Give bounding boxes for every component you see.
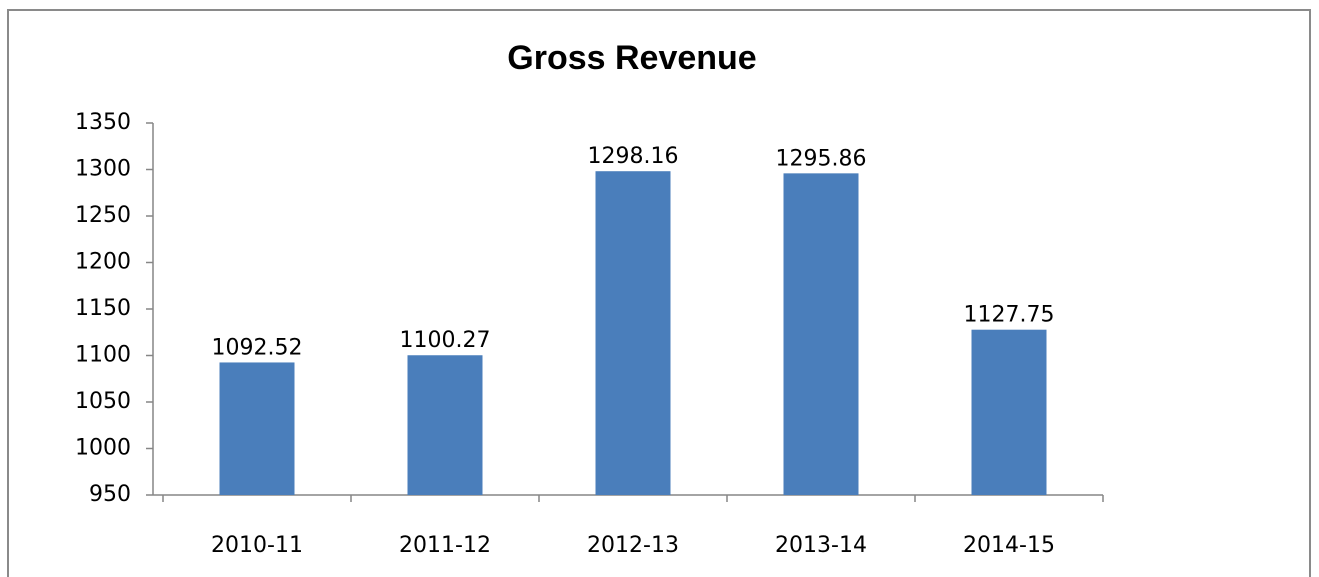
data-label: 1295.86 [776,146,867,171]
y-tick-label: 1250 [75,203,131,228]
y-tick-label: 1050 [75,389,131,414]
y-tick-label: 950 [89,482,131,507]
data-label: 1092.52 [212,335,303,360]
bar [219,362,295,495]
data-label: 1127.75 [964,303,1055,328]
bar [595,171,671,496]
y-tick-label: 1100 [75,343,131,368]
y-tick-label: 1300 [75,157,131,182]
y-tick-label: 1350 [75,110,131,135]
x-tick-label: 2012-13 [587,533,679,558]
bar [971,329,1047,495]
x-tick-label: 2013-14 [775,533,867,558]
y-tick-label: 1000 [75,436,131,461]
data-label: 1100.27 [400,328,491,353]
chart-title: Gross Revenue [507,39,756,77]
x-tick-label: 2014-15 [963,533,1055,558]
data-label: 1298.16 [588,144,679,169]
x-tick-label: 2011-12 [399,533,491,558]
bar [407,355,483,495]
y-tick-label: 1150 [75,296,131,321]
x-tick-label: 2010-11 [211,533,303,558]
y-tick-label: 1200 [75,250,131,275]
bar [783,173,859,495]
